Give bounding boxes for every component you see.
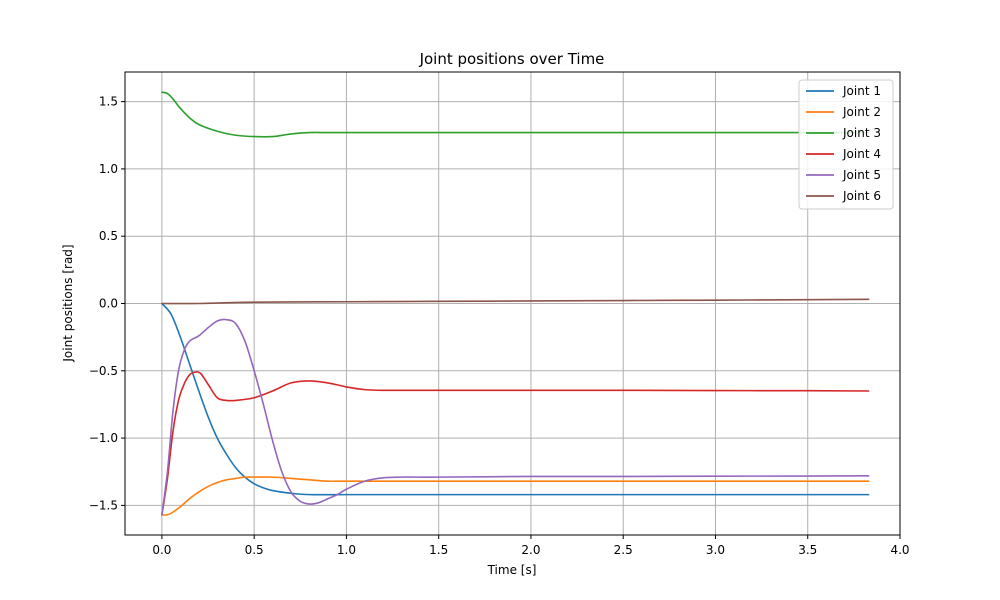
series-line-joint-2 xyxy=(161,476,870,516)
y-tick-label: 1.0 xyxy=(99,162,118,176)
y-tick-label: −0.5 xyxy=(89,364,118,378)
y-tick-label: 0.0 xyxy=(99,297,118,311)
x-axis-label: Time [s] xyxy=(487,563,537,577)
legend-label-joint-2: Joint 2 xyxy=(842,105,881,119)
x-tick-label: 3.0 xyxy=(706,543,725,557)
x-axis: 0.0 0.5 1.0 1.5 2.0 2.5 3.0 3.5 4.0 xyxy=(152,535,910,557)
x-tick-label: 1.5 xyxy=(429,543,448,557)
y-axis-label: Joint positions [rad] xyxy=(61,244,75,362)
legend-label-joint-1: Joint 1 xyxy=(842,84,881,98)
legend-label-joint-4: Joint 4 xyxy=(842,147,881,161)
x-tick-label: 0.5 xyxy=(245,543,264,557)
y-axis: −1.5 −1.0 −0.5 0.0 0.5 1.0 1.5 xyxy=(89,95,125,512)
x-tick-label: 3.5 xyxy=(798,543,817,557)
x-tick-label: 4.0 xyxy=(890,543,909,557)
legend-label-joint-6: Joint 6 xyxy=(842,189,881,203)
x-tick-label: 0.0 xyxy=(152,543,171,557)
legend-label-joint-5: Joint 5 xyxy=(842,168,881,182)
y-tick-label: 1.5 xyxy=(99,95,118,109)
y-tick-label: −1.5 xyxy=(89,498,118,512)
x-tick-label: 2.5 xyxy=(614,543,633,557)
series-line-joint-6 xyxy=(161,298,870,305)
legend: Joint 1 Joint 2 Joint 3 Joint 4 Joint 5 Joint… xyxy=(798,79,894,210)
chart-title: Joint positions over Time xyxy=(419,50,605,68)
x-tick-label: 1.0 xyxy=(337,543,356,557)
x-tick-label: 2.0 xyxy=(521,543,540,557)
series-line-joint-3 xyxy=(161,91,870,138)
series-layer xyxy=(161,91,870,516)
y-tick-label: −1.0 xyxy=(89,431,118,445)
legend-label-joint-3: Joint 3 xyxy=(842,126,881,140)
series-line-joint-4 xyxy=(161,371,870,516)
series-line-joint-1 xyxy=(161,302,870,496)
y-tick-label: 0.5 xyxy=(99,229,118,243)
series-line-joint-5 xyxy=(161,318,870,516)
